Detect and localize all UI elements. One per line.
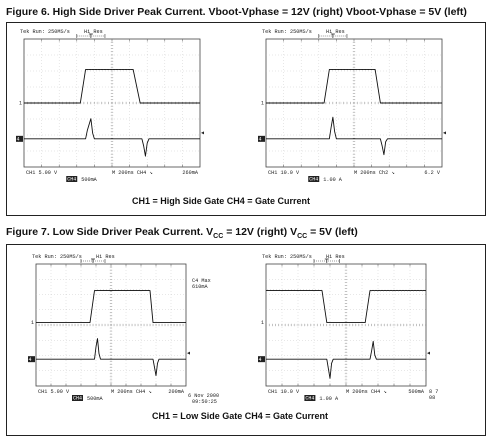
trigger-readout: 200mA	[168, 389, 184, 395]
ch4-ground-marker	[28, 356, 35, 363]
trace-ch1-noise	[329, 69, 375, 71]
ch1-ground-marker: 1	[261, 320, 264, 326]
trigger-level-icon	[187, 351, 190, 355]
ch4-ground-marker	[258, 135, 265, 142]
scope-header: Tek Run: 250MS/s	[262, 254, 312, 260]
timebase-readout: M 200ns CH4 ↘	[112, 170, 152, 176]
scope-mode: Hi Res	[84, 29, 103, 35]
trigger-level-icon	[427, 351, 430, 355]
ch4-scale-readout: 500mA	[81, 177, 97, 183]
ch4-label: CH4	[309, 177, 318, 183]
date-readout: 6 Nov 2000	[188, 393, 219, 399]
ch4-ground-marker	[258, 356, 265, 363]
scope-mode: Hi Res	[326, 29, 345, 35]
trigger-level-icon	[443, 131, 446, 135]
scope-svg: Tek Run: 250MS/s Hi Res 1 4 CH1 5.00 V M 200n…	[28, 254, 219, 404]
scope-svg: Tek Run: 250MS/s Hi Res 1 4 CH1 10.0 V M 200n…	[258, 254, 438, 402]
trigger-marker-icon	[88, 33, 93, 38]
trace-ch1-noise	[265, 289, 322, 291]
trigger-readout: 6.2 V	[424, 170, 440, 176]
scope-header: Tek Run: 250MS/s	[32, 254, 82, 260]
ch4-ground-marker-label: 4	[29, 357, 32, 363]
figure-7-caption: CH1 = Low Side Gate CH4 = Gate Current	[152, 411, 329, 421]
trigger-marker-icon	[324, 258, 329, 263]
time-readout: 09:50:25	[192, 399, 217, 404]
trace-ch4	[266, 116, 442, 156]
scope-mode: Hi Res	[326, 254, 345, 260]
ch4-scale-readout: 500mA	[87, 396, 103, 402]
figure-7-title-part1: Figure 7. Low Side Driver Peak Current. …	[6, 226, 214, 238]
ch4-label-box	[66, 176, 78, 182]
scope-fig6-left: Tek Run: 250MS/s Hi Res 1 4 CH1 5.00 V M 200n…	[16, 25, 208, 185]
ch4-ground-marker-label: 4	[17, 137, 20, 143]
scope-fig6-right: Tek Run: 250MS/s Hi Res 1 4 CH1 10.0 V M 200n…	[258, 25, 450, 185]
figure-7-title-part2: = 12V (right) V	[223, 226, 298, 238]
max-annotation-value: 610mA	[192, 284, 208, 290]
scope-header: Tek Run: 250MS/s	[262, 29, 312, 35]
ch4-ground-marker-label: 4	[259, 357, 262, 363]
scope-mode: Hi Res	[96, 254, 115, 260]
ch4-label: CH4	[305, 396, 314, 402]
timebase-readout: M 200ns CH4 ↘	[111, 389, 151, 395]
trace-ch1-noise	[85, 69, 133, 71]
figure-6-caption: CH1 = High Side Gate CH4 = Gate Current	[132, 196, 311, 206]
ch4-label: CH4	[73, 396, 82, 402]
trace-ch4	[266, 340, 426, 379]
ch4-label-box	[72, 395, 83, 401]
figure-7-title-sub1: CC	[213, 233, 224, 241]
ch4-scale-readout: 1.00 A	[323, 177, 343, 183]
scope-fig7-right: Tek Run: 250MS/s Hi Res 1 4 CH1 10.0 V M 200n…	[250, 250, 450, 404]
scope-svg: Tek Run: 250MS/s Hi Res 1 4 CH1 5.00 V M 200n…	[16, 29, 204, 183]
ch4-label: CH4	[67, 177, 76, 183]
ch1-ground-marker: 1	[19, 101, 22, 107]
scope-svg: Tek Run: 250MS/s Hi Res 1 4 CH1 10.0 V M 200n…	[258, 29, 446, 183]
figure-7-title-part3: = 5V (left)	[307, 226, 358, 238]
timebase-readout: M 200ns Ch2 ↘	[354, 170, 394, 176]
trace-ch1	[266, 68, 442, 104]
ch4-scale-readout: 1.00 A	[319, 396, 339, 402]
trace-ch1-noise	[94, 289, 151, 291]
ch1-ground-marker: 1	[261, 101, 264, 107]
ch1-scale-readout: CH1 5.00 V	[26, 170, 58, 176]
trace-ch1-noise	[369, 289, 426, 292]
ch4-label-box	[308, 176, 320, 182]
ch4-ground-marker-label: 4	[259, 137, 262, 143]
ch1-scale-readout: CH1 10.0 V	[268, 170, 300, 176]
figure-7-frame	[6, 244, 486, 436]
trigger-marker-icon	[91, 258, 95, 263]
trace-ch4	[36, 338, 186, 377]
trigger-level-icon	[201, 131, 204, 135]
figure-6-frame	[6, 22, 486, 216]
ch4-ground-marker	[16, 135, 23, 142]
trigger-readout: 500mA	[408, 389, 424, 395]
figure-7-title: Figure 7. Low Side Driver Peak Current. …	[6, 226, 358, 240]
corner-readout-2: 08	[429, 395, 435, 401]
trace-ch4	[24, 118, 200, 157]
trigger-marker-icon	[330, 33, 335, 38]
figure-7-title-sub2: CC	[297, 233, 308, 241]
corner-readout-1: 8 7	[429, 389, 438, 395]
trigger-readout: 260mA	[182, 170, 198, 176]
ch4-label-box	[304, 395, 316, 401]
ch1-scale-readout: CH1 5.00 V	[38, 389, 70, 395]
timebase-readout: M 200ns CH4 ↘	[346, 389, 386, 395]
ch1-ground-marker: 1	[31, 320, 34, 326]
max-annotation-label: C4 Max	[192, 278, 211, 284]
scope-fig7-left: Tek Run: 250MS/s Hi Res 1 4 CH1 5.00 V M 200n…	[14, 250, 224, 404]
scope-header: Tek Run: 250MS/s	[20, 29, 70, 35]
trace-ch1	[24, 68, 200, 104]
ch1-scale-readout: CH1 10.0 V	[268, 389, 300, 395]
figure-6-title: Figure 6. High Side Driver Peak Current.…	[6, 6, 467, 18]
